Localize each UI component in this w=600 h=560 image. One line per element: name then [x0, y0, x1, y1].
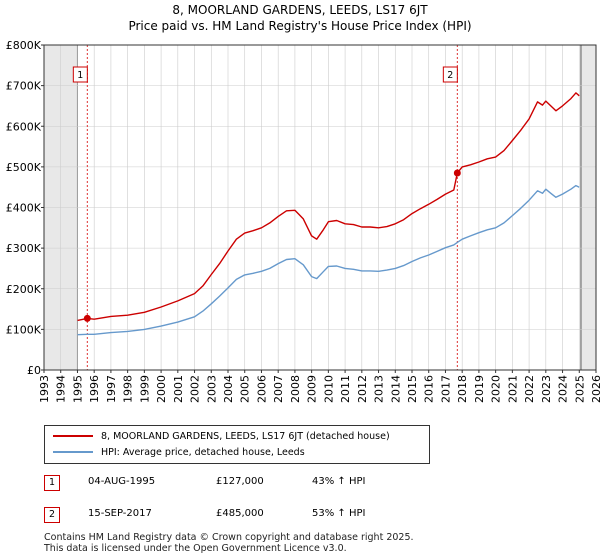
chart-title-line-2: Price paid vs. HM Land Registry's House …: [128, 19, 472, 33]
x-tick-label: 2000: [155, 375, 168, 403]
x-tick-label: 1998: [122, 375, 135, 403]
sale-point-2: [453, 169, 461, 177]
x-tick-label: 2004: [222, 375, 235, 403]
x-tick-labels: 1993 1994 1995 1996 1997 1998 1999 2000 2001 2002…: [38, 370, 600, 403]
x-tick-label: 2006: [255, 375, 268, 403]
series-line-property: [77, 92, 580, 322]
sale-marker-label-1: 1: [77, 70, 83, 81]
x-tick-label: 2011: [339, 375, 352, 403]
y-tick-label: £100K: [6, 323, 42, 336]
y-tick-label: £700K: [6, 80, 42, 93]
x-tick-label: 2026: [590, 375, 600, 403]
sale-badge: 2: [44, 507, 60, 523]
footer-copyright: Contains HM Land Registry data © Crown c…: [44, 532, 414, 543]
x-tick-label: 2020: [490, 375, 503, 403]
sale-points: [83, 169, 461, 322]
sale-point-1: [83, 314, 91, 322]
x-tick-label: 2018: [456, 375, 469, 403]
x-tick-label: 2001: [172, 375, 185, 403]
x-tick-label: 2013: [373, 375, 386, 403]
y-tick-label: £0: [27, 364, 41, 377]
x-tick-label: 2024: [557, 375, 570, 403]
x-tick-label: 2021: [506, 375, 519, 403]
x-tick-label: 2003: [205, 375, 218, 403]
x-tick-label: 2010: [322, 375, 335, 403]
legend-swatch-hpi: [53, 451, 93, 453]
sale-hpi-change: 53% ↑ HPI: [312, 508, 366, 519]
sale-marker-label-2: 2: [447, 70, 453, 81]
x-tick-label: 2022: [523, 375, 536, 403]
y-tick-label: £300K: [6, 242, 42, 255]
legend-swatch-property: [53, 435, 93, 437]
legend-item-property: 8, MOORLAND GARDENS, LEEDS, LS17 6JT (de…: [53, 429, 390, 443]
x-tick-label: 1993: [38, 375, 51, 403]
x-tick-label: 2012: [356, 375, 369, 403]
x-tick-label: 2014: [389, 375, 402, 403]
x-tick-label: 1999: [138, 375, 151, 403]
legend: 8, MOORLAND GARDENS, LEEDS, LS17 6JT (de…: [44, 425, 430, 464]
legend-label-property: 8, MOORLAND GARDENS, LEEDS, LS17 6JT (de…: [101, 430, 390, 442]
x-tick-label: 1996: [88, 375, 101, 403]
y-tick-labels: £0 £100K £200K £300K £400K £500K £600K £700K £80…: [6, 39, 44, 377]
footer: Contains HM Land Registry data © Crown c…: [44, 532, 414, 554]
sale-date: 04-AUG-1995: [88, 476, 156, 487]
x-tick-label: 2015: [406, 375, 419, 403]
x-tick-label: 2002: [189, 375, 202, 403]
sale-price: £127,000: [216, 476, 264, 487]
sale-date: 15-SEP-2017: [88, 508, 152, 519]
series-line-hpi: [77, 184, 580, 336]
x-tick-label: 2017: [439, 375, 452, 403]
sale-marker-box-2: [442, 66, 458, 83]
x-tick-label: 2023: [540, 375, 553, 403]
sale-price: £485,000: [216, 508, 264, 519]
sale-hpi-change: 43% ↑ HPI: [312, 476, 366, 487]
x-tick-label: 2005: [239, 375, 252, 403]
x-tick-label: 2016: [423, 375, 436, 403]
x-tick-label: 2008: [289, 375, 302, 403]
footer-licence: This data is licensed under the Open Gov…: [44, 543, 347, 554]
series-lines: [77, 92, 580, 336]
x-tick-label: 1995: [71, 375, 84, 403]
y-tick-label: £600K: [6, 120, 42, 133]
x-tick-label: 2007: [272, 375, 285, 403]
x-tick-label: 1997: [105, 375, 118, 403]
x-tick-label: 2009: [306, 375, 319, 403]
y-tick-label: £200K: [6, 283, 42, 296]
y-tick-label: £400K: [6, 202, 42, 215]
sale-badge: 1: [44, 475, 60, 491]
sale-marker-box-1: [72, 66, 88, 83]
legend-label-hpi: HPI: Average price, detached house, Leed…: [101, 446, 305, 458]
legend-item-hpi: HPI: Average price, detached house, Leed…: [53, 445, 305, 459]
y-tick-label: £800K: [6, 39, 42, 52]
x-tick-label: 2019: [473, 375, 486, 403]
x-tick-label: 1994: [55, 375, 68, 403]
chart-title-line-1: 8, MOORLAND GARDENS, LEEDS, LS17 6JT: [172, 3, 428, 17]
y-tick-label: £500K: [6, 161, 42, 174]
x-tick-label: 2025: [573, 375, 586, 403]
